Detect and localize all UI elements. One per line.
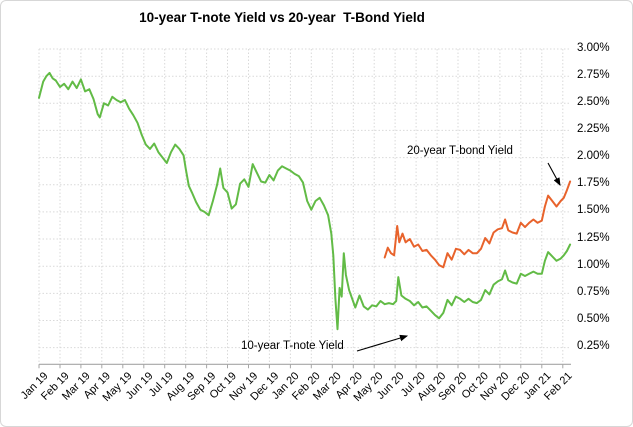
x-axis xyxy=(38,363,571,369)
y-axis-label: 1.50% xyxy=(577,204,610,217)
tnote-annotation-arrow xyxy=(356,334,409,352)
tbond-annotation: 20-year T-bond Yield xyxy=(407,145,513,157)
y-axis-label: 3.00% xyxy=(577,41,610,54)
y-axis-label: 2.50% xyxy=(577,95,610,108)
y-axis-label: 0.75% xyxy=(577,285,610,298)
chart-title: 10-year T-note Yield vs 20-year T-Bond Y… xyxy=(139,10,425,25)
series-line xyxy=(383,180,572,269)
series-lines xyxy=(38,71,572,331)
y-axis-label: 2.25% xyxy=(577,122,610,135)
y-axis-label: 1.00% xyxy=(577,258,610,271)
tnote-annotation: 10-year T-note Yield xyxy=(241,340,344,352)
y-axis-label: 1.75% xyxy=(577,177,610,190)
y-axis-label: 1.25% xyxy=(577,231,610,244)
gridlines xyxy=(38,48,571,365)
y-axis-label: 2.00% xyxy=(577,150,610,163)
tbond-annotation-arrow xyxy=(547,162,561,186)
y-axis-label: 0.25% xyxy=(577,340,610,353)
series-line xyxy=(38,71,572,331)
y-axis-label: 2.75% xyxy=(577,68,610,81)
y-axis-label: 0.50% xyxy=(577,313,610,325)
